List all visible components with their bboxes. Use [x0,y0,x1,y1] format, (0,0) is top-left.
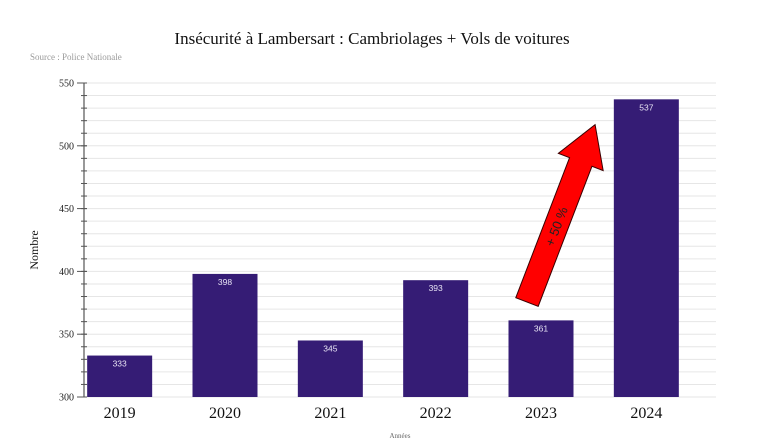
data-label: 333 [113,359,127,369]
bars: 333 398 345 393 361 537 [87,99,679,397]
x-axis-label: Années [390,432,411,440]
y-tick-label: 300 [59,393,74,404]
gridlines [84,82,716,398]
x-tick-label: 2022 [420,405,452,422]
source-note: Source : Police Nationale [30,52,122,62]
y-tick-label: 400 [59,267,74,278]
x-tick-label: 2021 [314,405,346,422]
x-tick-label: 2024 [630,405,662,422]
growth-annotation: + 50 % [515,123,604,307]
bar-2019 [87,355,153,397]
data-label: 393 [429,283,443,293]
arrow: + 50 % [515,123,604,307]
data-label: 361 [534,323,548,333]
bar-2023 [508,320,574,397]
y-tick-label: 350 [59,330,74,341]
bar-2024 [613,99,679,397]
y-tick-label: 450 [59,204,74,215]
y-tick-label: 500 [59,141,74,152]
bar-2021 [297,340,363,397]
x-tick-label: 2023 [525,405,557,422]
x-axis-ticks: 2019 2020 2021 2022 2023 2024 [104,405,663,422]
chart-title: Insécurité à Lambersart : Cambriolages +… [174,29,569,48]
y-axis: 300 350 400 450 500 550 [59,79,87,404]
bar-2020 [192,273,258,397]
x-tick-label: 2020 [209,405,241,422]
data-label: 537 [639,102,653,112]
bar-2022 [403,280,469,397]
y-tick-label: 550 [59,79,74,90]
x-tick-label: 2019 [104,405,136,422]
data-label: 398 [218,277,232,287]
data-label: 345 [323,343,337,353]
y-axis-label: Nombre [27,230,41,269]
arrow-shape [515,123,604,307]
